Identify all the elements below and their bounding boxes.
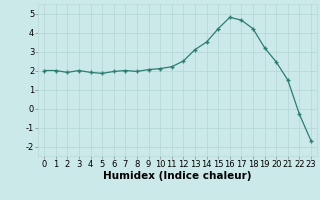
X-axis label: Humidex (Indice chaleur): Humidex (Indice chaleur) bbox=[103, 171, 252, 181]
